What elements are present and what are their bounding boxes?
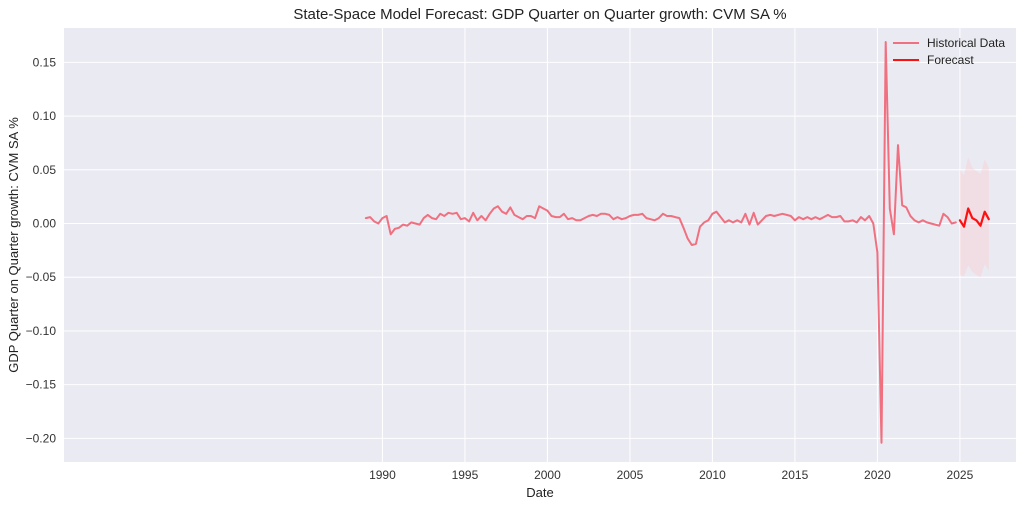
- x-tick-labels: 1990 1995 2000 2005 2010 2015 2020 2025: [369, 468, 973, 482]
- legend-label-historical: Historical Data: [927, 36, 1005, 50]
- forecast-confidence-band: [959, 156, 989, 278]
- x-tick-label: 1990: [369, 468, 396, 482]
- y-tick-label: 0.00: [33, 217, 57, 231]
- x-tick-label: 2005: [617, 468, 644, 482]
- x-tick-label: 2010: [699, 468, 726, 482]
- y-axis-label: GDP Quarter on Quarter growth: CVM SA %: [6, 117, 21, 373]
- y-tick-label: 0.15: [33, 55, 57, 69]
- legend: Historical Data Forecast: [893, 36, 1005, 67]
- grid: [64, 28, 1016, 462]
- x-tick-label: 2020: [864, 468, 891, 482]
- chart-title: State-Space Model Forecast: GDP Quarter …: [293, 6, 786, 23]
- y-tick-label: −0.20: [26, 431, 57, 445]
- x-tick-label: 2015: [782, 468, 809, 482]
- historical-data-line: [364, 41, 957, 444]
- y-tick-label: 0.05: [33, 163, 57, 177]
- y-tick-label: −0.15: [26, 378, 57, 392]
- x-tick-label: 1995: [452, 468, 479, 482]
- legend-label-forecast: Forecast: [927, 53, 974, 67]
- x-axis-label: Date: [526, 485, 553, 500]
- series-layer: [364, 41, 990, 444]
- forecast-line: [958, 207, 990, 228]
- x-tick-label: 2025: [947, 468, 974, 482]
- y-tick-label: −0.05: [26, 270, 57, 284]
- y-tick-labels: −0.20 −0.15 −0.10 −0.05 0.00 0.05 0.10 0.15: [26, 55, 57, 445]
- plot-area: [64, 28, 1016, 462]
- confidence-band-layer: [959, 156, 989, 278]
- y-tick-label: −0.10: [26, 324, 57, 338]
- y-tick-label: 0.10: [33, 109, 57, 123]
- x-tick-label: 2000: [534, 468, 561, 482]
